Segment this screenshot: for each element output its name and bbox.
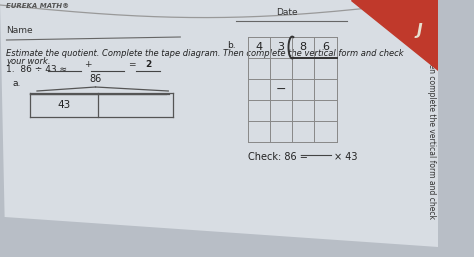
Text: 6: 6 [322, 42, 329, 52]
Text: J: J [416, 23, 422, 38]
Text: your work.: your work. [7, 57, 51, 66]
Text: −: − [276, 83, 286, 96]
Text: 86: 86 [90, 74, 101, 84]
Text: Then complete the vertical form and check: Then complete the vertical form and chec… [428, 54, 437, 219]
Text: Check: 86 =: Check: 86 = [248, 152, 308, 162]
Text: =: = [128, 60, 135, 69]
Text: Name: Name [7, 26, 33, 35]
Text: 2: 2 [145, 60, 151, 69]
Text: 3: 3 [278, 42, 284, 52]
Polygon shape [0, 0, 438, 247]
Text: 43: 43 [57, 100, 71, 110]
Text: b.: b. [228, 41, 236, 50]
Text: × 43: × 43 [334, 152, 357, 162]
Text: 4: 4 [255, 42, 263, 52]
Text: +: + [84, 60, 91, 69]
Text: 8: 8 [300, 42, 307, 52]
Text: Estimate the quotient. Complete the tape diagram. Then complete the vertical for: Estimate the quotient. Complete the tape… [7, 49, 404, 58]
Text: 1.  86 ÷ 43 ≈: 1. 86 ÷ 43 ≈ [7, 65, 67, 74]
Polygon shape [351, 0, 438, 70]
Text: a.: a. [12, 79, 20, 88]
Text: Date: Date [276, 8, 298, 17]
Text: EUREKA MATH®: EUREKA MATH® [7, 3, 70, 9]
